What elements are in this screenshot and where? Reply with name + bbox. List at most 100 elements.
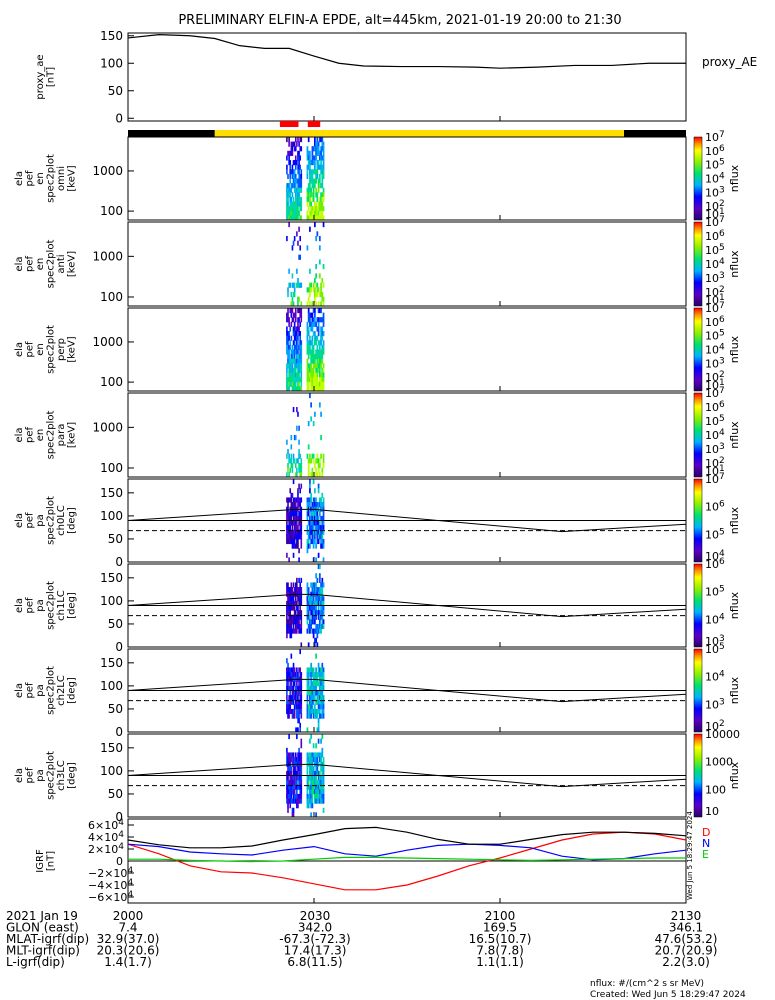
heatmap-cell bbox=[314, 605, 316, 611]
heatmap-cell bbox=[320, 752, 322, 758]
colorbar-tick-label: 102 bbox=[705, 370, 725, 384]
pa_ch2LC-ylabel-line-2: pa bbox=[35, 684, 46, 696]
heatmap-cell bbox=[310, 386, 313, 392]
heatmap-cell bbox=[298, 502, 300, 508]
heatmap-cell bbox=[316, 761, 319, 767]
heatmap-cell bbox=[288, 222, 290, 228]
heatmap-cell bbox=[312, 321, 315, 327]
heatmap-cell bbox=[311, 335, 314, 341]
heatmap-cell bbox=[320, 525, 322, 531]
heatmap-cell bbox=[309, 192, 311, 198]
science-zone-marker bbox=[307, 121, 321, 127]
heatmap-cell bbox=[312, 363, 315, 369]
heatmap-cell bbox=[296, 335, 298, 341]
heatmap-cell bbox=[298, 557, 300, 563]
heatmap-cell bbox=[291, 543, 294, 549]
heatmap-cell bbox=[320, 497, 322, 503]
heatmap-cell bbox=[320, 317, 322, 323]
heatmap-cell bbox=[320, 354, 322, 360]
heatmap-cell bbox=[306, 713, 309, 719]
heatmap-cell bbox=[322, 667, 325, 673]
heatmap-cell bbox=[287, 628, 289, 634]
heatmap-cell bbox=[286, 377, 288, 383]
heatmap-cell bbox=[307, 308, 310, 314]
heatmap-cell bbox=[314, 538, 316, 545]
heatmap-cell bbox=[294, 472, 297, 478]
heatmap-cell bbox=[287, 354, 289, 360]
heatmap-cell bbox=[306, 287, 309, 293]
heatmap-cell bbox=[307, 780, 310, 786]
heatmap-cell bbox=[296, 600, 298, 606]
heatmap-cell bbox=[290, 150, 293, 156]
heatmap-cell bbox=[306, 752, 309, 758]
heatmap-cell bbox=[310, 326, 313, 332]
heatmap-cell bbox=[289, 685, 292, 691]
heatmap-cell bbox=[298, 226, 300, 232]
heatmap-cell bbox=[288, 610, 290, 616]
heatmap-cell bbox=[289, 506, 292, 512]
igrf-series-E bbox=[128, 856, 686, 863]
heatmap-cell bbox=[287, 206, 289, 212]
heatmap-cell bbox=[320, 596, 322, 602]
heatmap-cell bbox=[288, 708, 290, 715]
heatmap-cell bbox=[298, 155, 300, 161]
heatmap-cell bbox=[317, 458, 320, 464]
heatmap-cell bbox=[317, 363, 320, 369]
heatmap-cell bbox=[320, 780, 322, 786]
heatmap-cell bbox=[300, 538, 303, 545]
heatmap-cell bbox=[299, 377, 301, 383]
heatmap-cell bbox=[286, 770, 288, 776]
heatmap-cell bbox=[288, 331, 290, 337]
colorbar-label: nflux bbox=[728, 676, 741, 704]
heatmap-cell bbox=[291, 150, 294, 156]
heatmap-cell bbox=[318, 363, 321, 369]
heatmap-cell bbox=[316, 169, 319, 175]
heatmap-cell bbox=[318, 619, 321, 625]
heatmap-cell bbox=[314, 292, 316, 298]
heatmap-cell bbox=[298, 363, 300, 369]
heatmap-cell bbox=[317, 614, 320, 620]
heatmap-cell bbox=[318, 164, 321, 170]
heatmap-cell bbox=[297, 704, 299, 710]
heatmap-cell bbox=[288, 515, 290, 521]
heatmap-cell bbox=[297, 187, 299, 193]
heatmap-cell bbox=[321, 331, 324, 337]
loss-cone-line bbox=[127, 508, 687, 533]
heatmap-cell bbox=[315, 292, 317, 298]
heatmap-cell bbox=[300, 743, 303, 749]
heatmap-cell bbox=[309, 173, 311, 179]
heatmap-cell bbox=[314, 789, 316, 795]
heatmap-cell bbox=[316, 780, 319, 786]
heatmap-cell bbox=[299, 685, 301, 691]
heatmap-cell bbox=[297, 183, 299, 189]
heatmap-cell bbox=[292, 317, 295, 323]
heatmap-cell bbox=[315, 201, 317, 207]
heatmap-cell bbox=[310, 367, 313, 374]
heatmap-cell bbox=[293, 326, 296, 332]
heatmap-cell bbox=[290, 685, 293, 691]
heatmap-cell bbox=[321, 146, 324, 152]
heatmap-cell bbox=[298, 681, 300, 687]
heatmap-cell bbox=[307, 538, 310, 545]
heatmap-cell bbox=[292, 784, 295, 790]
colorbar-label: nflux bbox=[728, 506, 741, 534]
heatmap-cell bbox=[300, 349, 303, 355]
heatmap-cell bbox=[291, 317, 294, 323]
heatmap-cell bbox=[317, 529, 320, 535]
heatmap-cell bbox=[294, 502, 297, 508]
heatmap-cell bbox=[317, 704, 320, 710]
heatmap-cell bbox=[321, 672, 324, 678]
heatmap-cell bbox=[300, 472, 303, 478]
heatmap-cell bbox=[298, 358, 300, 364]
heatmap-cell bbox=[322, 610, 325, 616]
heatmap-cell bbox=[299, 614, 301, 620]
heatmap-cell bbox=[307, 155, 310, 161]
heatmap-cell bbox=[296, 789, 298, 795]
heatmap-cell bbox=[286, 658, 288, 664]
heatmap-cell bbox=[288, 335, 290, 341]
heatmap-cell bbox=[300, 511, 303, 517]
heatmap-cell bbox=[286, 326, 288, 332]
heatmap-cell bbox=[317, 160, 320, 166]
heatmap-cell bbox=[320, 775, 322, 781]
heatmap-cell bbox=[314, 155, 316, 161]
